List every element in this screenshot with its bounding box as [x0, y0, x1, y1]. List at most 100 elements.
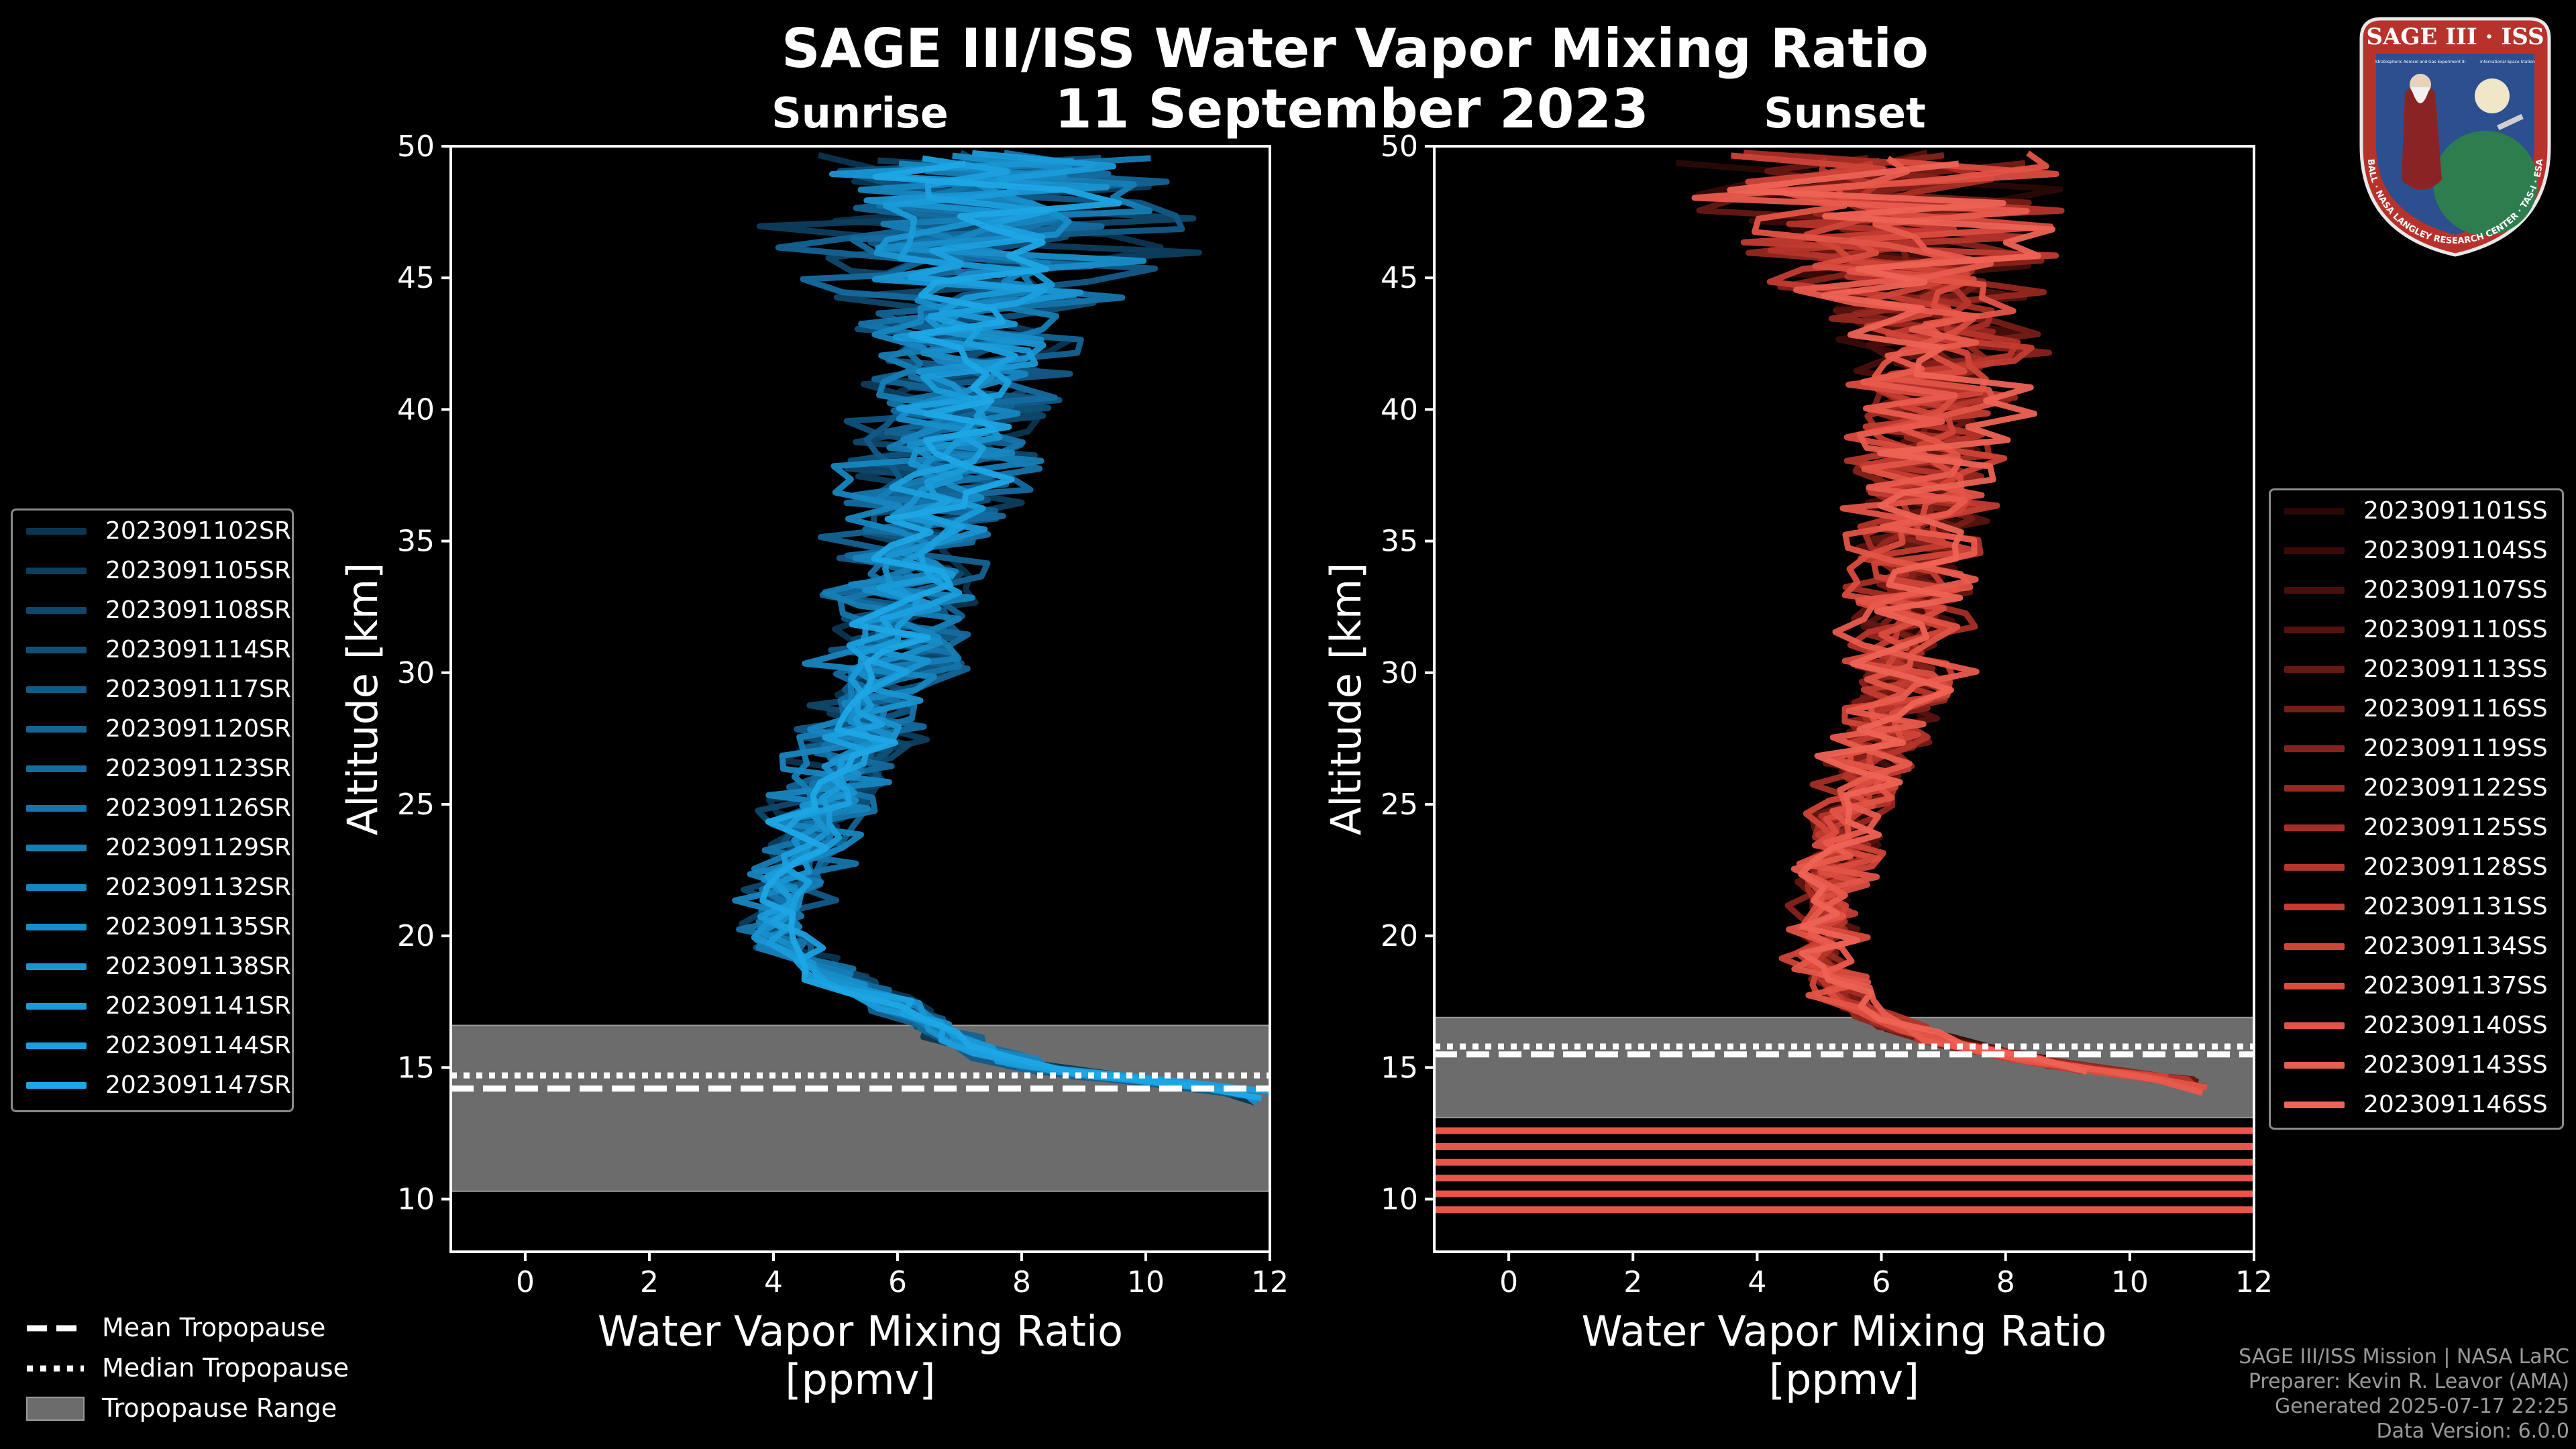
logo-moon — [2475, 78, 2510, 113]
series-line-2023091143SS — [1691, 156, 2204, 1096]
median-tropopause-legend: Median Tropopause — [102, 1353, 349, 1383]
tropopause-range-swatch — [26, 1397, 85, 1421]
legend-entry-2023091131SS: 2023091131SS — [2284, 893, 2548, 920]
legend-label: 2023091107SS — [2363, 576, 2548, 604]
legend-swatch — [2284, 943, 2345, 950]
y-tick-label: 30 — [397, 656, 435, 690]
legend-label: 2023091101SS — [2363, 497, 2548, 525]
legend-label: 2023091143SS — [2363, 1051, 2548, 1079]
figure-title: SAGE III/ISS Water Vapor Mixing Ratio — [782, 17, 1929, 80]
credit-generated: Generated 2025-07-17 22:25 — [2274, 1395, 2569, 1418]
legend-entry-2023091125SS: 2023091125SS — [2284, 814, 2548, 841]
legend-entry-2023091147SR: 2023091147SR — [26, 1071, 291, 1099]
legend-swatch — [26, 725, 87, 733]
series-line-2023091146SS — [1727, 160, 2088, 1075]
figure-date: 11 September 2023 — [1055, 78, 1649, 140]
tropopause-range-band — [1434, 1016, 2255, 1118]
legend-entry-2023091105SR: 2023091105SR — [26, 557, 291, 584]
legend-entry-2023091132SR: 2023091132SR — [26, 873, 291, 901]
y-tick-label: 25 — [397, 788, 435, 822]
legend-swatch — [26, 1042, 87, 1049]
logo-earth — [2433, 131, 2538, 235]
legend-label: 2023091116SS — [2363, 695, 2548, 722]
y-tick-label: 30 — [1381, 656, 1418, 690]
y-tick-label: 40 — [1381, 392, 1418, 427]
y-tick-label: 10 — [397, 1183, 435, 1217]
sunset-legend: 2023091101SS 2023091104SS 2023091107SS 2023… — [2269, 488, 2564, 1130]
legend-label: 2023091141SR — [105, 992, 291, 1020]
sunrise-legend: 2023091102SR 2023091105SR 2023091108SR 2023… — [11, 508, 294, 1112]
plot-frame — [449, 145, 1271, 1253]
legend-swatch — [26, 844, 87, 851]
legend-label: 2023091128SS — [2363, 853, 2548, 881]
x-tick-label: 10 — [1127, 1265, 1165, 1299]
profile-lines — [1434, 150, 2254, 1214]
legend-swatch — [2284, 1101, 2345, 1108]
legend-entry-2023091135SR: 2023091135SR — [26, 913, 291, 941]
series-line-2023091147SR — [759, 160, 1263, 1102]
legend-swatch — [26, 923, 87, 930]
legend-swatch — [2284, 626, 2345, 633]
y-tick-label: 45 — [397, 261, 435, 295]
x-axis-label-line2: [ppmv] — [1769, 1355, 1919, 1404]
legend-swatch — [26, 804, 87, 812]
x-tick-label: 0 — [1499, 1265, 1518, 1299]
x-axis-label-line2: [ppmv] — [785, 1355, 935, 1404]
legend-swatch — [26, 963, 87, 970]
legend-swatch — [26, 883, 87, 891]
legend-entry-2023091122SS: 2023091122SS — [2284, 774, 2548, 802]
legend-swatch — [2284, 1061, 2345, 1069]
legend-label: 2023091119SS — [2363, 735, 2548, 762]
x-tick-label: 10 — [2111, 1265, 2149, 1299]
legend-entry-2023091137SS: 2023091137SS — [2284, 972, 2548, 1000]
y-tick-label: 25 — [1381, 788, 1418, 822]
y-tick-label: 35 — [397, 525, 435, 559]
legend-entry-2023091141SR: 2023091141SR — [26, 992, 291, 1020]
legend-label: 2023091114SR — [105, 636, 291, 663]
x-axis-label: Water Vapor Mixing Ratio [ppmv] — [1581, 1307, 2106, 1404]
series-line-2023091144SR — [769, 155, 1270, 1095]
x-tick-label: 12 — [1251, 1265, 1289, 1299]
legend-label: 2023091137SS — [2363, 972, 2548, 1000]
legend-label: 2023091104SS — [2363, 537, 2548, 564]
legend-entry-2023091134SS: 2023091134SS — [2284, 932, 2548, 960]
legend-swatch — [2284, 1022, 2345, 1029]
legend-swatch — [2284, 665, 2345, 673]
legend-label: 2023091108SR — [105, 596, 291, 624]
x-tick-label: 8 — [1996, 1265, 2015, 1299]
legend-label: 2023091105SR — [105, 557, 291, 584]
logo-inner-text-right: International Space Station — [2480, 60, 2535, 64]
legend-label: 2023091135SR — [105, 913, 291, 941]
legend-swatch — [2284, 547, 2345, 554]
y-tick-label: 15 — [397, 1051, 435, 1085]
x-tick-label: 12 — [2235, 1265, 2273, 1299]
tropopause-range-legend: Tropopause Range — [102, 1393, 337, 1423]
x-tick-label: 8 — [1012, 1265, 1031, 1299]
legend-swatch — [2284, 586, 2345, 594]
sunrise-subtitle: Sunrise — [771, 89, 949, 138]
sunrise-panel: 10 15 20 25 30 35 40 45 50 0 2 4 6 8 10 12 Water Vapor M… — [338, 129, 1289, 1404]
y-tick-label: 10 — [1381, 1183, 1418, 1217]
credit-preparer: Preparer: Kevin R. Leavor (AMA) — [2248, 1370, 2569, 1393]
legend-swatch — [2284, 824, 2345, 831]
x-tick-label: 6 — [1872, 1265, 1891, 1299]
credit-mission: SAGE III/ISS Mission | NASA LaRC — [2239, 1345, 2569, 1368]
tropopause-range-band — [450, 1024, 1271, 1192]
legend-label: 2023091110SS — [2363, 616, 2548, 643]
x-tick-label: 0 — [516, 1265, 535, 1299]
legend-label: 2023091129SR — [105, 834, 291, 861]
legend-label: 2023091144SR — [105, 1032, 291, 1059]
legend-label: 2023091102SR — [105, 517, 291, 545]
y-tick-label: 35 — [1381, 525, 1418, 559]
y-tick-label: 20 — [397, 919, 435, 953]
legend-swatch — [2284, 507, 2345, 515]
legend-swatch — [26, 765, 87, 772]
legend-swatch — [26, 686, 87, 693]
legend-swatch — [2284, 784, 2345, 792]
profile-lines — [732, 150, 1270, 1106]
x-tick-label: 6 — [888, 1265, 907, 1299]
legend-entry-2023091138SR: 2023091138SR — [26, 953, 291, 980]
legend-swatch — [2284, 705, 2345, 712]
legend-label: 2023091147SR — [105, 1071, 291, 1099]
